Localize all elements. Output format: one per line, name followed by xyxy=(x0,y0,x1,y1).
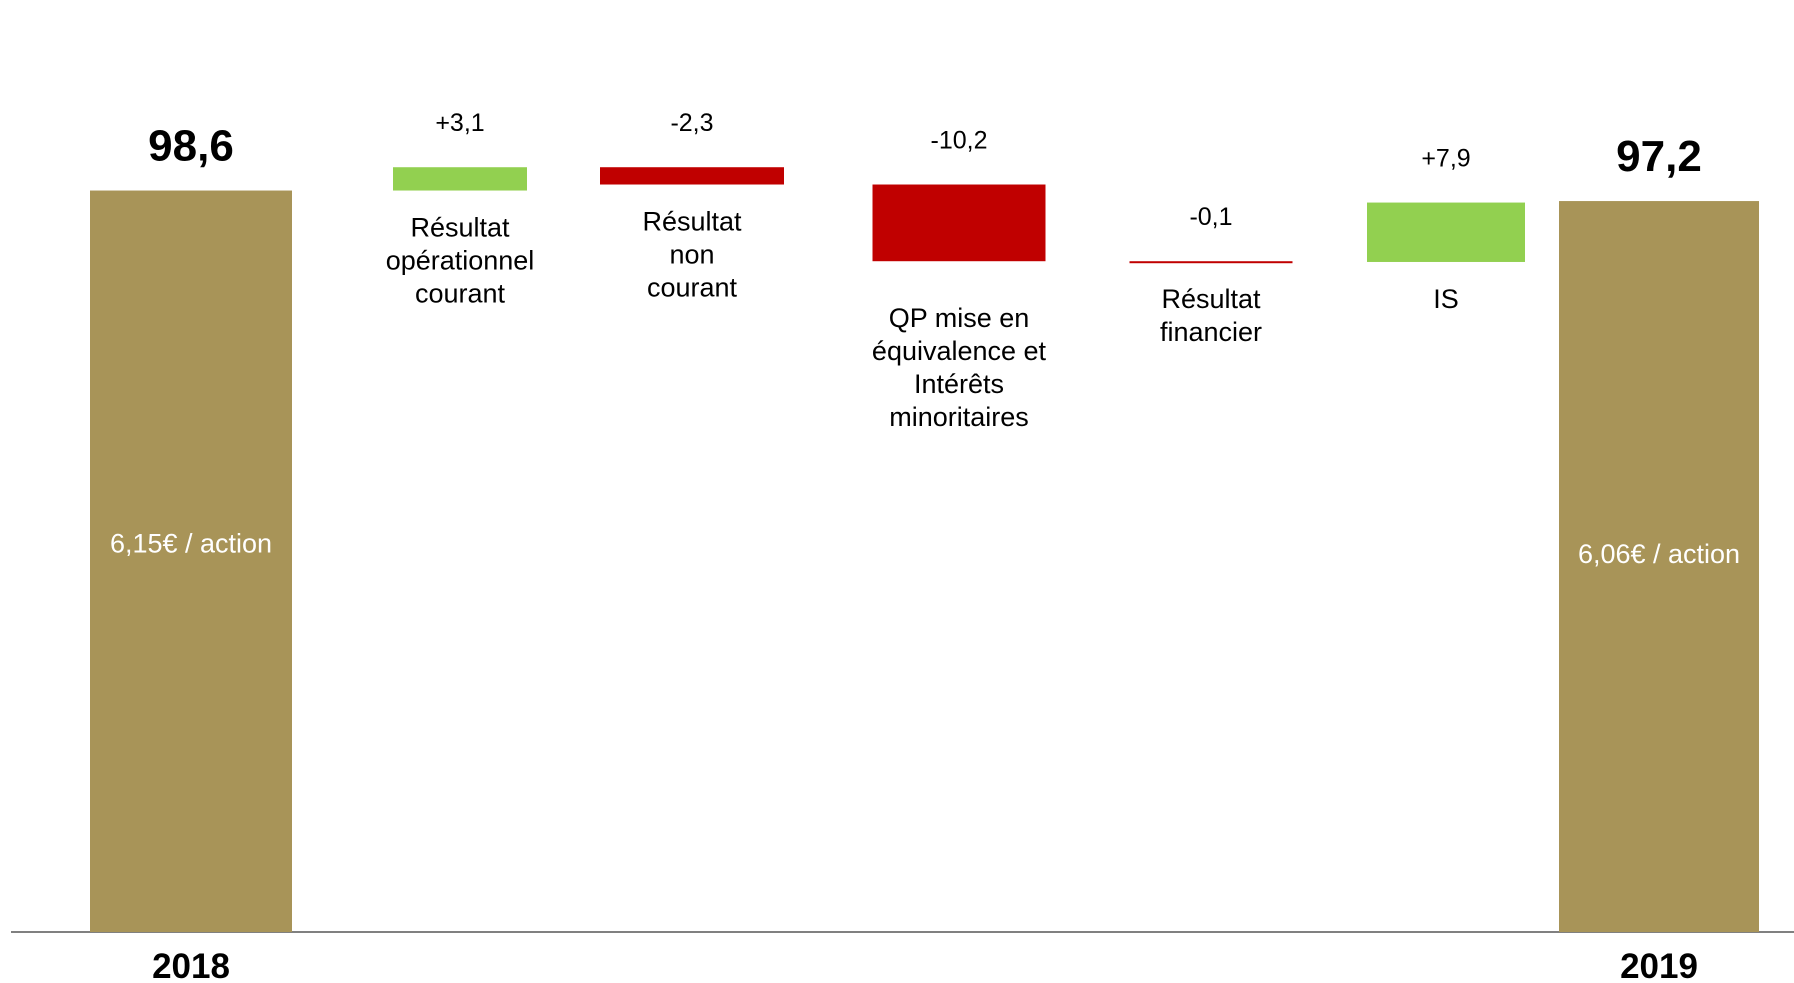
total-value-label: 97,2 xyxy=(1616,132,1702,181)
year-axis-label: 2018 xyxy=(152,947,230,983)
category-label: Résultat xyxy=(642,207,742,237)
category-label: QP mise en xyxy=(889,303,1030,333)
category-label: Intérêts xyxy=(914,369,1004,399)
delta-value-label: -10,2 xyxy=(931,127,988,155)
per-share-label: 6,06€ / action xyxy=(1578,539,1740,569)
decrease-bar xyxy=(600,167,784,185)
delta-value-label: +7,9 xyxy=(1421,145,1470,173)
total-bar xyxy=(1559,201,1759,932)
increase-bar xyxy=(393,167,527,191)
category-label: Résultat xyxy=(1161,284,1261,314)
category-label: opérationnel xyxy=(386,246,535,276)
category-label: Résultat xyxy=(410,213,510,243)
category-label: courant xyxy=(415,279,506,309)
total-bar xyxy=(90,190,292,932)
increase-bar xyxy=(1367,202,1525,262)
per-share-label: 6,15€ / action xyxy=(110,529,272,559)
delta-value-label: -2,3 xyxy=(670,109,713,137)
delta-value-label: +3,1 xyxy=(435,109,484,137)
category-label: financier xyxy=(1160,317,1262,347)
category-label: non xyxy=(669,240,714,270)
category-label: courant xyxy=(647,273,738,303)
delta-value-label: -0,1 xyxy=(1189,203,1232,231)
category-label: équivalence et xyxy=(872,336,1047,366)
decrease-bar xyxy=(1129,261,1293,264)
year-axis-label: 2019 xyxy=(1620,947,1698,983)
category-label: minoritaires xyxy=(889,402,1029,432)
total-value-label: 98,6 xyxy=(148,122,234,171)
decrease-bar xyxy=(872,184,1046,262)
category-label: IS xyxy=(1433,284,1459,314)
